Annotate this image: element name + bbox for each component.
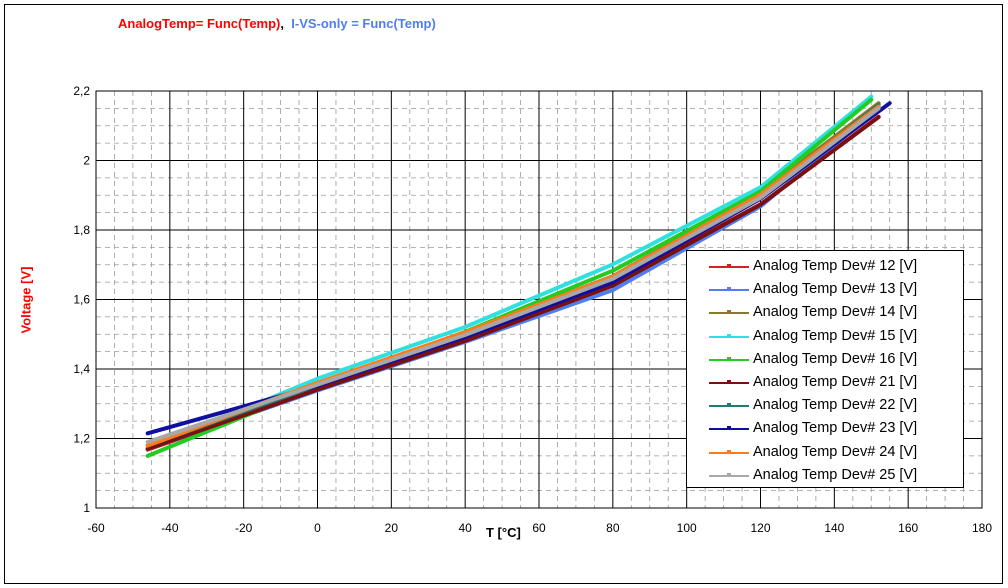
title-separator: , [280, 16, 285, 31]
legend-item: Analog Temp Dev# 15 [V] [687, 325, 963, 348]
y-tick-label: 1,4 [73, 362, 90, 376]
y-tick-label: 1,2 [73, 432, 90, 446]
legend-marker [727, 449, 731, 454]
legend-item: Analog Temp Dev# 12 [V] [687, 255, 963, 278]
chart-series [145, 94, 892, 458]
legend-label: Analog Temp Dev# 25 [V] [753, 466, 918, 483]
legend-label: Analog Temp Dev# 14 [V] [753, 304, 918, 321]
chart-ticks: -60 -40 -20 0 20 40 60 80 100 120 140 160 180 1 1,2 1,4… [73, 84, 992, 535]
x-tick-label: -20 [235, 521, 253, 535]
x-tick-label: 140 [824, 521, 844, 535]
legend-label: Analog Temp Dev# 15 [V] [753, 327, 918, 344]
x-tick-label: 100 [677, 521, 697, 535]
title-part-1: AnalogTemp= Func(Temp) [118, 16, 281, 31]
x-tick-label: 160 [898, 521, 918, 535]
legend-item: Analog Temp Dev# 23 [V] [687, 417, 963, 440]
chart-legend: Analog Temp Dev# 12 [V] Analog Temp Dev# … [686, 250, 964, 488]
x-tick-label: 20 [385, 521, 399, 535]
legend-item: Analog Temp Dev# 22 [V] [687, 394, 963, 417]
legend-label: Analog Temp Dev# 21 [V] [753, 373, 918, 390]
x-axis-label: T [°C] [486, 525, 521, 540]
legend-marker [727, 287, 731, 292]
legend-item: Analog Temp Dev# 14 [V] [687, 301, 963, 324]
y-tick-label: 1,6 [73, 293, 90, 307]
x-tick-label: -40 [161, 521, 179, 535]
legend-marker [727, 264, 731, 268]
legend-label: Analog Temp Dev# 12 [V] [753, 258, 918, 274]
legend-marker [727, 310, 731, 315]
x-tick-label: 0 [314, 521, 321, 535]
legend-marker [727, 379, 731, 384]
legend-marker [727, 403, 731, 408]
series-line-4 [145, 94, 874, 451]
legend-label: Analog Temp Dev# 13 [V] [753, 281, 918, 298]
y-tick-label: 2 [83, 154, 90, 168]
y-tick-label: 1,8 [73, 223, 90, 237]
legend-label: Analog Temp Dev# 24 [V] [753, 443, 918, 460]
legend-marker [727, 426, 731, 431]
legend-marker [727, 356, 731, 361]
x-tick-label: 180 [972, 521, 992, 535]
x-tick-label: 120 [750, 521, 770, 535]
legend-label: Analog Temp Dev# 16 [V] [753, 350, 918, 367]
plot-area-border [95, 90, 983, 509]
legend-label: Analog Temp Dev# 23 [V] [753, 420, 918, 437]
y-tick-label: 1 [83, 501, 90, 515]
x-tick-label: -60 [87, 521, 105, 535]
legend-marker [727, 333, 731, 338]
chart-axes [95, 90, 983, 509]
x-tick-label: 40 [458, 521, 472, 535]
title-part-2: I-VS-only = Func(Temp) [291, 16, 436, 31]
y-axis-label: Voltage [V] [18, 266, 34, 334]
legend-item: Analog Temp Dev# 25 [V] [687, 464, 963, 487]
x-tick-label: 80 [606, 521, 620, 535]
y-tick-label: 2,2 [73, 84, 90, 98]
x-tick-label: 60 [532, 521, 546, 535]
chart-title: AnalogTemp= Func(Temp), I-VS-only = Func… [118, 16, 436, 31]
legend-item: Analog Temp Dev# 24 [V] [687, 441, 963, 464]
legend-item: Analog Temp Dev# 21 [V] [687, 371, 963, 394]
legend-item: Analog Temp Dev# 16 [V] [687, 348, 963, 371]
series-line-6 [145, 115, 881, 451]
legend-label: Analog Temp Dev# 22 [V] [753, 397, 918, 414]
legend-item: Analog Temp Dev# 13 [V] [687, 278, 963, 301]
legend-marker [727, 472, 731, 477]
series-line-10 [145, 106, 881, 444]
